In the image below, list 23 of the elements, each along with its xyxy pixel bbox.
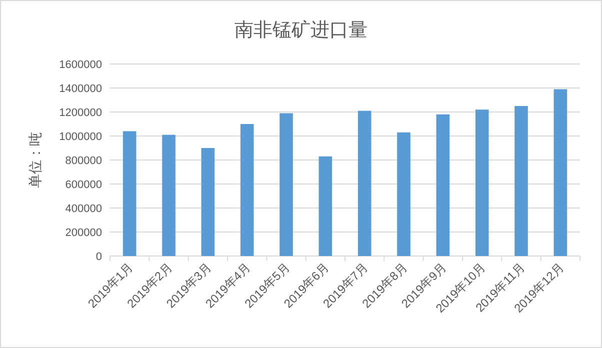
bar (122, 131, 136, 256)
y-tick-label: 1600000 (59, 59, 102, 71)
bar (554, 89, 568, 256)
y-tick-label: 200000 (65, 227, 102, 239)
bar (280, 113, 293, 256)
bar (201, 148, 215, 256)
bar (162, 134, 176, 256)
y-tick-label: 800000 (65, 155, 102, 167)
y-tick-label: 0 (96, 251, 102, 263)
y-tick-label: 600000 (65, 179, 102, 191)
bar (436, 114, 450, 256)
bar (358, 110, 372, 256)
bar (397, 132, 410, 256)
y-tick-label: 1200000 (59, 107, 102, 119)
y-tick-label: 1400000 (59, 83, 102, 95)
bar (240, 124, 254, 256)
bar (475, 110, 489, 256)
chart-title: 南非锰矿进口量 (234, 19, 368, 41)
y-tick-label: 1000000 (59, 131, 102, 143)
y-tick-label: 400000 (65, 203, 102, 215)
bar (514, 106, 528, 256)
bar (318, 156, 332, 256)
y-axis-title: 单位：吨 (27, 132, 43, 188)
